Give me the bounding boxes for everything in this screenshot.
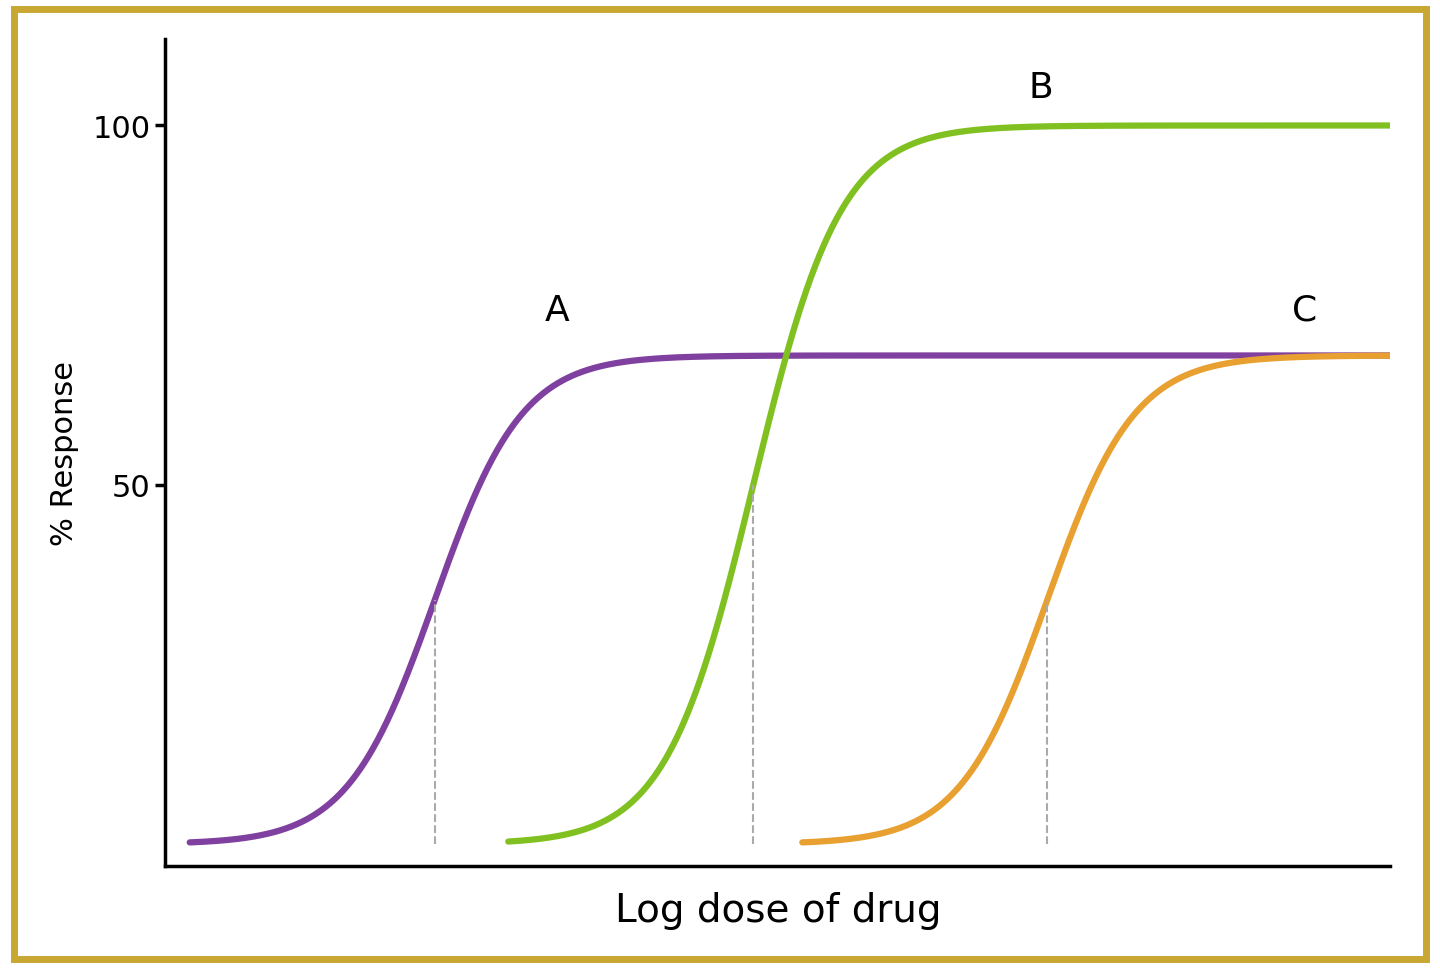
Y-axis label: % Response: % Response (49, 360, 79, 546)
Text: C: C (1292, 294, 1318, 328)
X-axis label: Log dose of drug: Log dose of drug (615, 891, 942, 929)
Text: A: A (544, 294, 570, 328)
Text: B: B (1030, 71, 1054, 105)
